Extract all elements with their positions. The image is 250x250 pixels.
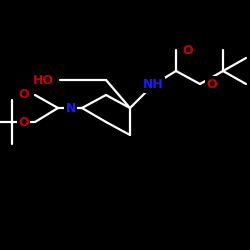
Text: O: O bbox=[182, 44, 192, 57]
Text: NH: NH bbox=[142, 78, 164, 92]
Text: O: O bbox=[18, 88, 29, 102]
Text: N: N bbox=[66, 102, 76, 114]
Text: O: O bbox=[18, 116, 29, 128]
Text: HO: HO bbox=[33, 74, 54, 86]
Text: O: O bbox=[206, 78, 216, 90]
